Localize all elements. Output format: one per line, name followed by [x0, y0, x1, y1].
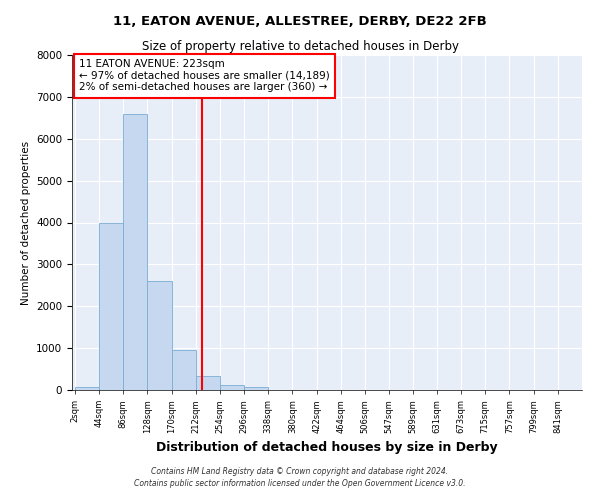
Bar [172, 350, 196, 390]
Y-axis label: Number of detached properties: Number of detached properties [20, 140, 31, 304]
Bar [148, 281, 172, 390]
Text: 11 EATON AVENUE: 223sqm
← 97% of detached houses are smaller (14,189)
2% of semi: 11 EATON AVENUE: 223sqm ← 97% of detache… [79, 59, 329, 92]
Bar [75, 387, 99, 390]
Text: Contains HM Land Registry data © Crown copyright and database right 2024.
Contai: Contains HM Land Registry data © Crown c… [134, 466, 466, 487]
Bar [196, 376, 220, 390]
Bar [99, 222, 123, 390]
Text: Size of property relative to detached houses in Derby: Size of property relative to detached ho… [142, 40, 458, 53]
Text: 11, EATON AVENUE, ALLESTREE, DERBY, DE22 2FB: 11, EATON AVENUE, ALLESTREE, DERBY, DE22… [113, 15, 487, 28]
X-axis label: Distribution of detached houses by size in Derby: Distribution of detached houses by size … [156, 442, 498, 454]
Bar [123, 114, 148, 390]
Bar [220, 386, 244, 390]
Bar [244, 388, 268, 390]
